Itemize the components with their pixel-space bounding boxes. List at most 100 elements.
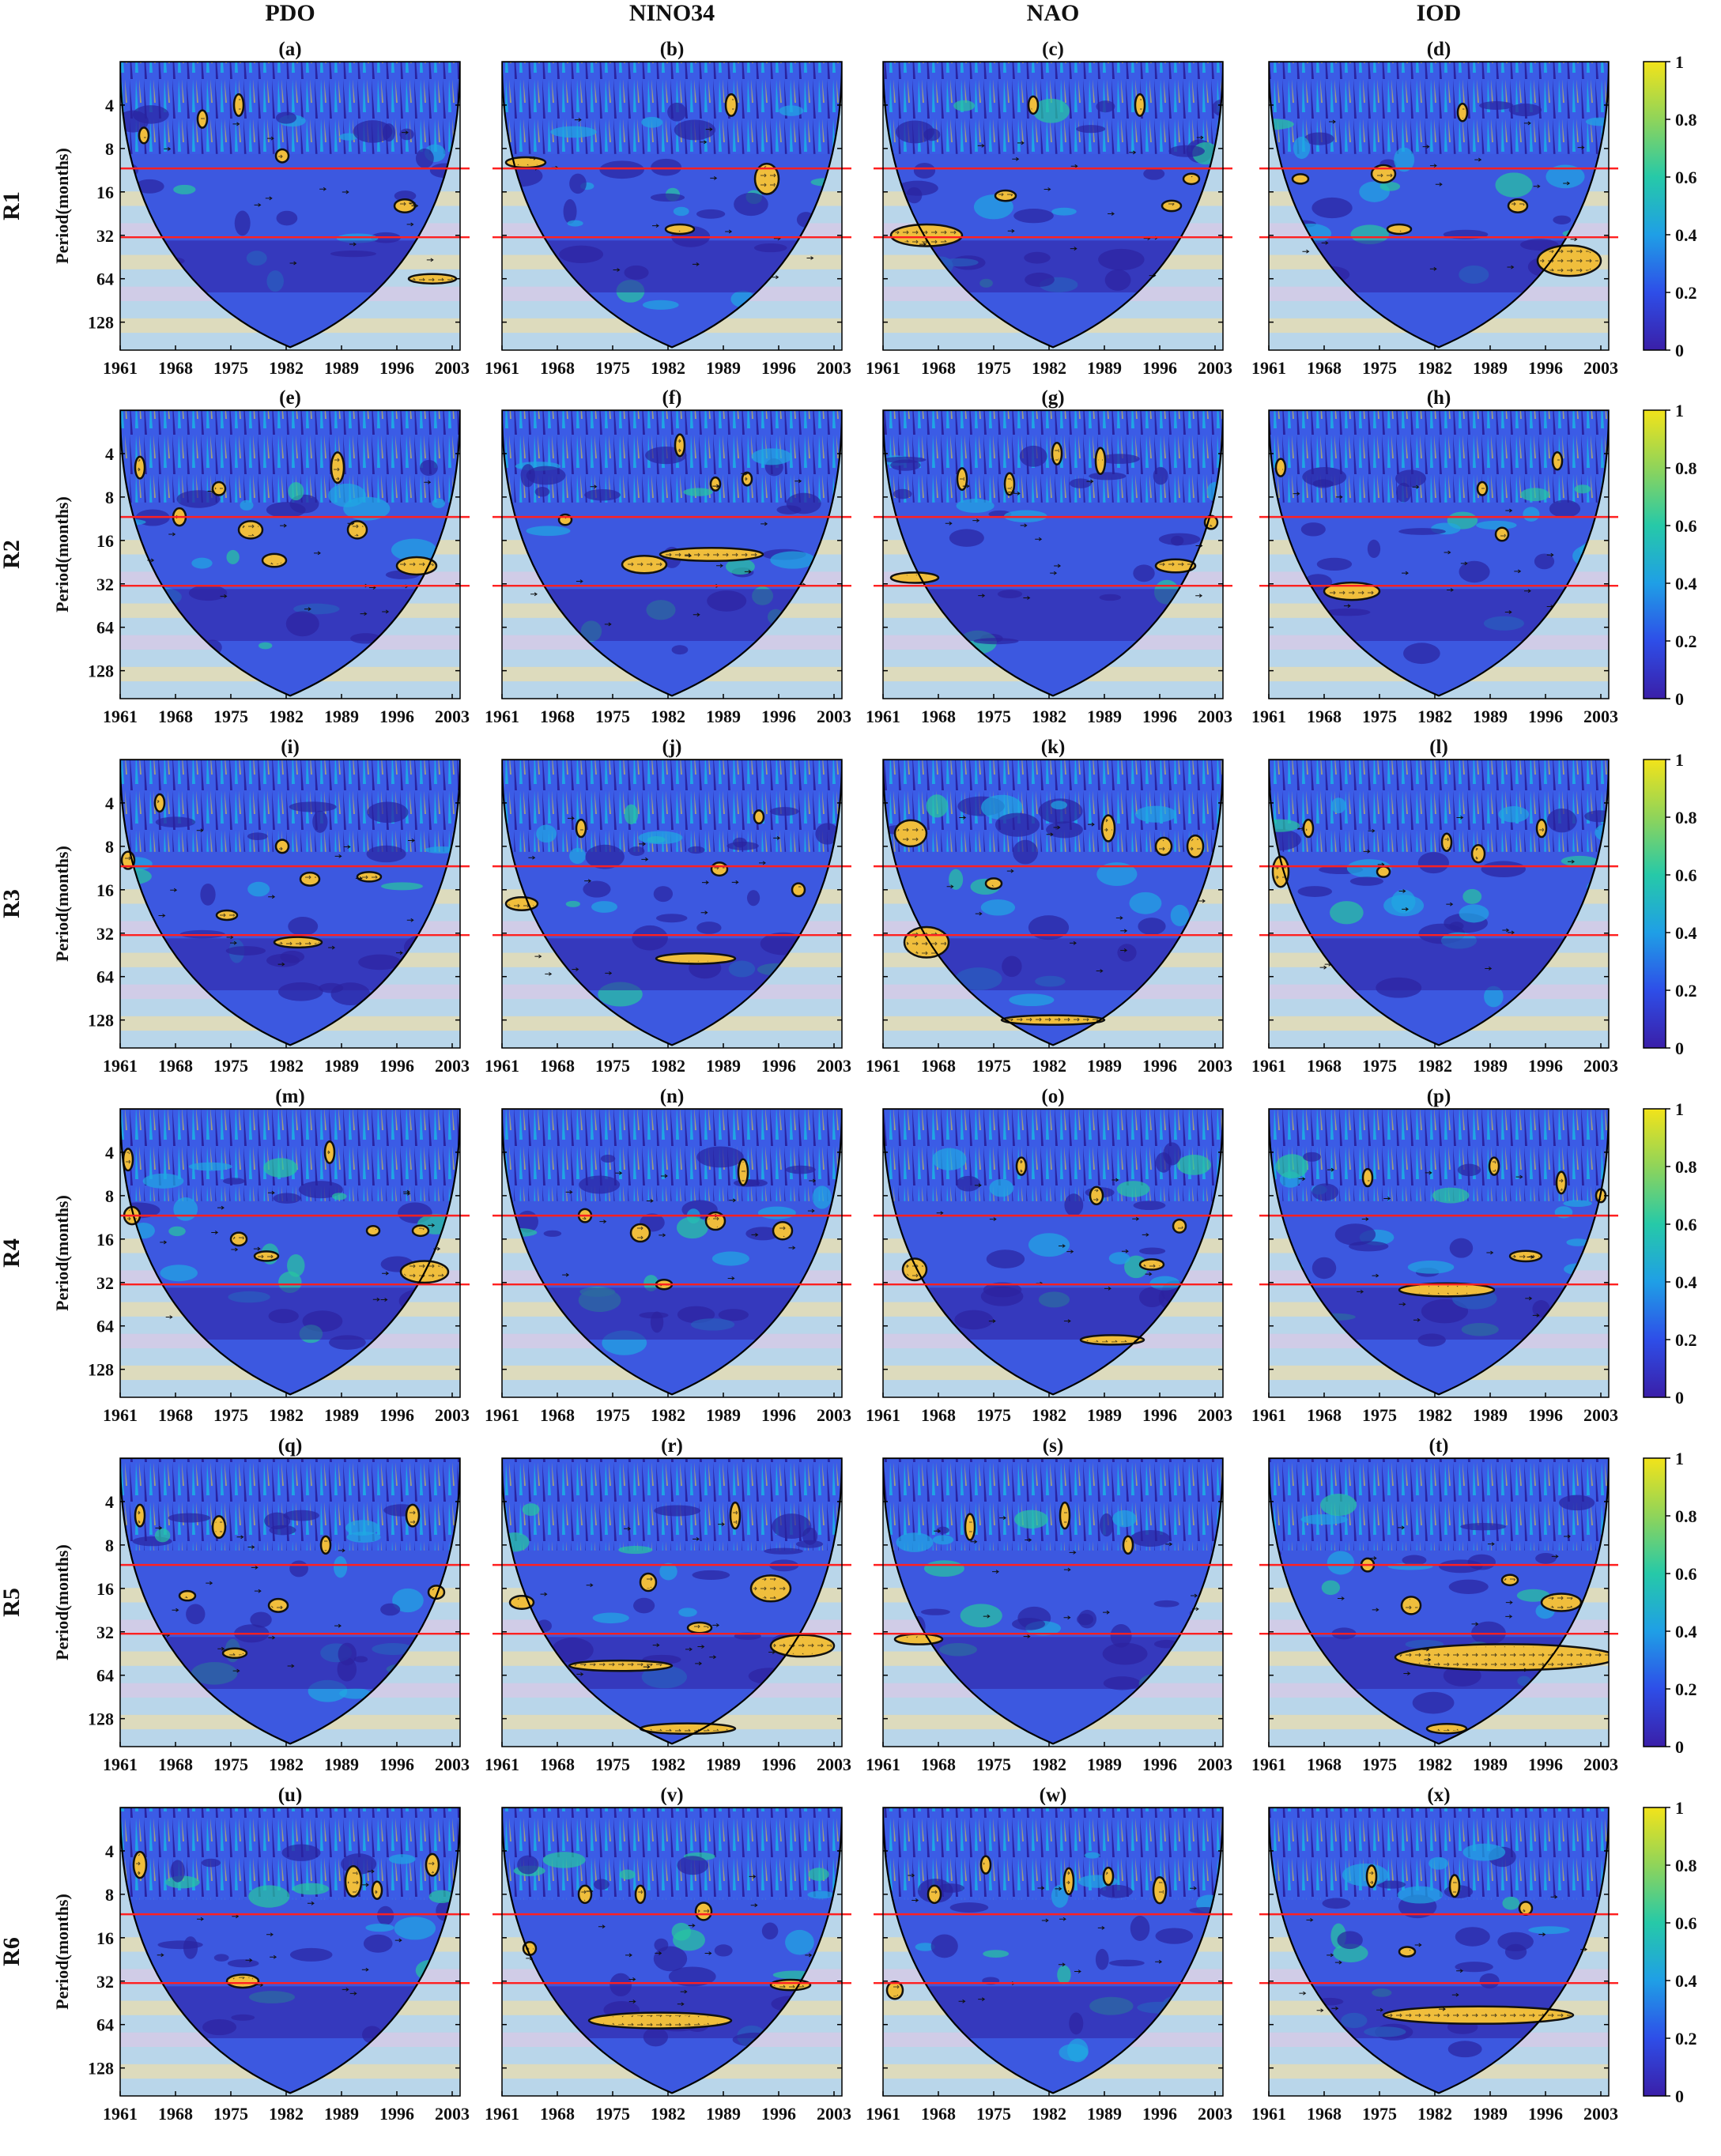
coherence-blotch xyxy=(1479,101,1514,110)
coherence-blotch xyxy=(1312,1183,1339,1201)
x-tick-label: 1975 xyxy=(1362,1755,1397,1774)
phase-arrow xyxy=(1006,869,1014,873)
phase-arrows xyxy=(893,575,936,581)
phase-arrows xyxy=(983,1858,988,1871)
coherence-blotch xyxy=(517,1855,539,1875)
panel-label: (u) xyxy=(278,1785,303,1806)
phase-arrow xyxy=(361,1967,369,1972)
x-tick-label: 1968 xyxy=(158,707,193,726)
cone-of-influence xyxy=(883,1458,1223,1745)
coherence-blotch xyxy=(1333,1943,1368,1962)
phase-arrow xyxy=(168,532,176,537)
phase-arrow xyxy=(562,1272,570,1277)
coherence-blotch xyxy=(692,1570,730,1581)
coherence-blotch xyxy=(923,1560,964,1577)
phase-arrows xyxy=(633,1227,647,1239)
phase-arrows xyxy=(397,202,413,210)
coherence-blotch xyxy=(1504,1943,1527,1960)
coherence-blotch xyxy=(227,1959,259,1968)
phase-arrows xyxy=(897,1636,940,1642)
x-tick-label: 1982 xyxy=(1417,1405,1452,1425)
phase-arrow xyxy=(574,118,582,122)
x-tick-label: 1989 xyxy=(1473,1755,1508,1774)
phase-arrow xyxy=(314,551,321,556)
cone-of-influence xyxy=(120,1458,460,1745)
y-tick-label: 32 xyxy=(96,1972,114,1992)
colorbar-tick-label: 0.6 xyxy=(1675,516,1697,536)
phase-arrow xyxy=(401,130,409,135)
phase-arrows xyxy=(1295,176,1306,182)
high-frequency-texture xyxy=(502,1109,842,1201)
coherence-blotch xyxy=(399,128,414,141)
coherence-blotch xyxy=(569,847,586,864)
coherence-blotch xyxy=(643,1275,659,1291)
phase-arrow xyxy=(1007,228,1015,233)
phase-arrows xyxy=(1093,1189,1100,1202)
phase-arrow xyxy=(1550,1894,1558,1899)
x-tick-label: 1961 xyxy=(103,358,138,378)
phase-arrow xyxy=(1053,825,1061,830)
phase-arrows xyxy=(662,550,760,559)
cone-of-influence xyxy=(1269,1458,1609,1745)
phase-arrow xyxy=(1337,1596,1345,1600)
panel-label: (d) xyxy=(1427,39,1451,60)
phase-arrows xyxy=(1522,1904,1530,1913)
y-tick-label: 64 xyxy=(96,1317,114,1336)
panel-b: (b) 1961 1968 1975 1982 1989 1996 2003 xyxy=(485,39,851,378)
x-tick-label: 1982 xyxy=(1417,1056,1452,1076)
y-axis-label: Period(months) xyxy=(52,846,72,962)
coherence-blotch xyxy=(808,1868,829,1881)
x-tick-label: 1968 xyxy=(540,2104,575,2124)
colorbar-tick-label: 0.2 xyxy=(1675,631,1697,651)
coherence-blotch xyxy=(1349,876,1384,886)
phase-arrow xyxy=(958,1999,966,2003)
phase-arrow xyxy=(709,1655,717,1660)
x-tick-label: 1975 xyxy=(1362,707,1397,726)
x-tick-label: 1982 xyxy=(269,2104,304,2124)
phase-arrow xyxy=(1398,1302,1406,1306)
panel-label: (l) xyxy=(1429,737,1448,758)
phase-arrow xyxy=(1515,1174,1523,1179)
phase-arrow xyxy=(172,1608,179,1612)
x-tick-label: 1982 xyxy=(1032,358,1066,378)
phase-arrow xyxy=(1108,212,1115,216)
x-tick-label: 1982 xyxy=(1417,358,1452,378)
coherence-blotch xyxy=(345,1520,379,1536)
coherence-blotch xyxy=(248,1885,290,1908)
x-tick-label: 1996 xyxy=(1528,707,1563,726)
coherence-blotch xyxy=(650,193,685,202)
x-tick-label: 1996 xyxy=(1528,358,1563,378)
phase-arrow xyxy=(586,1583,594,1588)
coherence-blotch xyxy=(1367,539,1381,558)
coherence-blotch xyxy=(365,1923,394,1932)
coherence-blotch xyxy=(727,841,759,850)
x-tick-label: 1996 xyxy=(1142,1755,1177,1774)
coherence-blotch xyxy=(1439,1559,1483,1574)
phase-arrow xyxy=(361,1883,369,1887)
x-tick-label: 1982 xyxy=(1417,2104,1452,2124)
coherence-blotch xyxy=(276,210,298,226)
colorbar-gradient xyxy=(1643,409,1666,699)
phase-arrow xyxy=(355,876,363,880)
phase-arrow xyxy=(1357,1289,1364,1294)
coherence-blotch xyxy=(1448,1579,1489,1594)
coherence-blotch xyxy=(600,1154,616,1163)
coherence-blotch xyxy=(668,1966,716,1987)
phase-arrow xyxy=(334,854,342,858)
coherence-blotch xyxy=(696,209,726,219)
panel-w: (w) 1961 1968 1975 1982 1989 1996 2003 xyxy=(866,1785,1232,2124)
coherence-blotch xyxy=(633,1597,655,1614)
panel-plot-area xyxy=(502,1807,842,2096)
x-tick-label: 1989 xyxy=(1087,2104,1122,2124)
phase-arrow xyxy=(729,1198,737,1203)
coherence-blotch xyxy=(949,529,984,547)
phase-arrow xyxy=(196,828,204,833)
phase-arrows xyxy=(757,166,776,192)
coherence-blotch xyxy=(714,1944,733,1957)
panel-t: (t) 1961 1968 1975 1982 1989 1996 2003 xyxy=(1251,1435,1618,1774)
coherence-blotch xyxy=(785,1165,816,1174)
panel-plot-area xyxy=(502,1458,842,1747)
coherence-blotch xyxy=(1432,1187,1470,1204)
panel-label: (s) xyxy=(1043,1435,1063,1457)
phase-arrow xyxy=(160,1240,168,1245)
